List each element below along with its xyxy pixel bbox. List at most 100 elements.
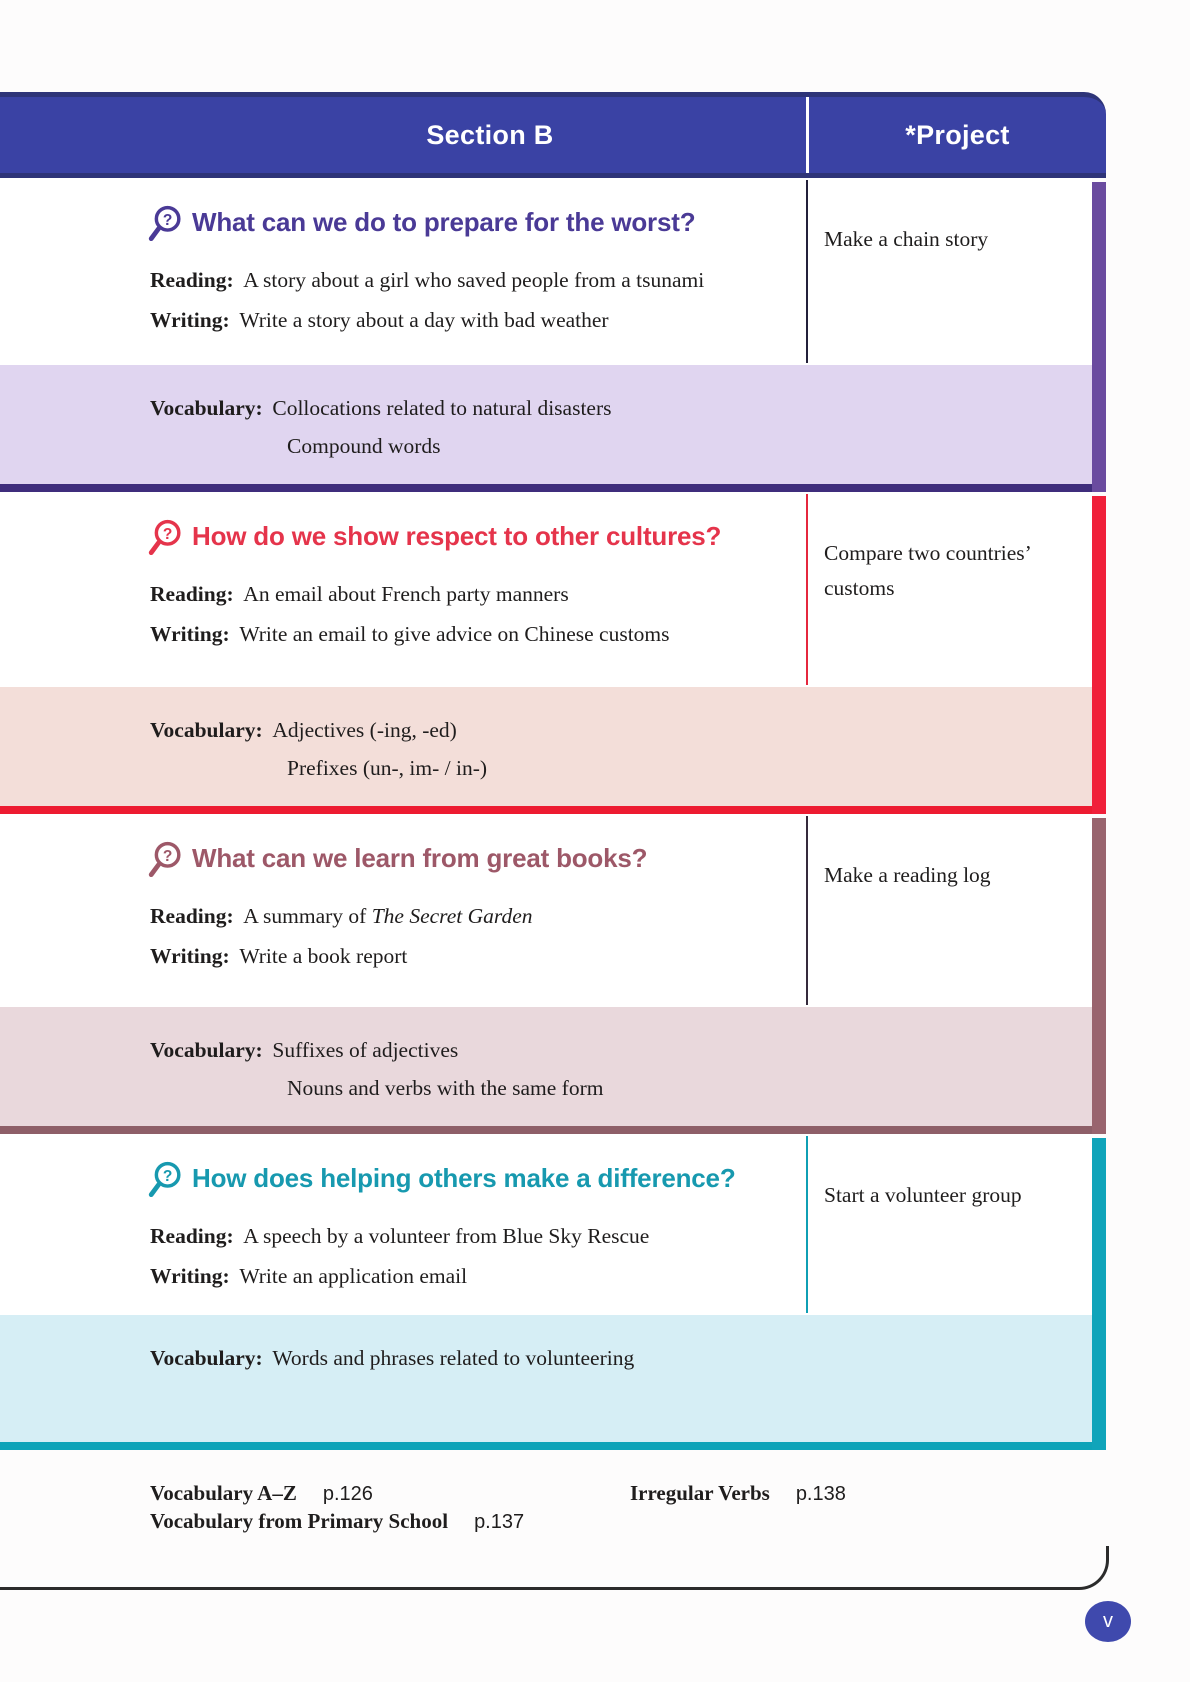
unit-2-main-row: ? How do we show respect to other cultur… — [0, 492, 1092, 687]
unit-1-vocab-line2: Compound words — [287, 434, 441, 458]
unit-3-accent-bar — [1092, 818, 1106, 1134]
writing-label: Writing: — [150, 308, 230, 332]
footer-ref-label: Vocabulary A–Z — [150, 1481, 297, 1505]
unit-3-project-text: Make a reading log — [824, 863, 991, 887]
reading-label: Reading: — [150, 268, 234, 292]
vocabulary-label: Vocabulary: — [150, 396, 263, 420]
unit-2-vocabulary-band: Vocabulary: Adjectives (-ing, -ed) Prefix… — [0, 687, 1092, 806]
unit-4-column-divider — [806, 1136, 808, 1313]
unit-4-main-row: ? How does helping others make a differe… — [0, 1134, 1092, 1315]
unit-4-bottom-border — [0, 1442, 1106, 1450]
footer-ref-page: p.126 — [322, 1483, 373, 1505]
unit-2-reading-line: Reading: An email about French party mann… — [150, 574, 790, 614]
unit-2-column-divider — [806, 494, 808, 685]
unit-4-question-heading: ? How does helping others make a differe… — [146, 1134, 1092, 1200]
unit-3-question-text: What can we learn from great books? — [192, 842, 648, 873]
section-b-header: Section B — [426, 119, 554, 150]
svg-text:?: ? — [163, 1168, 172, 1185]
unit-4-vocabulary-band: Vocabulary: Words and phrases related to … — [0, 1315, 1092, 1442]
unit-3-bottom-border — [0, 1126, 1106, 1134]
unit-row-4: ? How does helping others make a differe… — [0, 1134, 1106, 1450]
table-header-bar: Section B *Project — [0, 92, 1106, 178]
writing-label: Writing: — [150, 944, 230, 968]
unit-1-question-heading: ? What can we do to prepare for the wors… — [146, 178, 1092, 244]
unit-3-column-divider — [806, 816, 808, 1005]
unit-1-writing-text: Write a story about a day with bad weath… — [239, 308, 609, 332]
unit-3-main-row: ? What can we learn from great books? Re… — [0, 814, 1092, 1007]
page-frame-corner — [0, 1546, 1109, 1590]
writing-label: Writing: — [150, 1264, 230, 1288]
unit-1-reading-text: A story about a girl who saved people fr… — [243, 268, 705, 292]
unit-4-vocab-text1: Words and phrases related to volunteerin… — [272, 1346, 635, 1370]
unit-2-reading-text: An email about French party manners — [243, 582, 569, 606]
unit-2-question-text: How do we show respect to other cultures… — [192, 520, 722, 551]
unit-row-1: ? What can we do to prepare for the wors… — [0, 178, 1106, 492]
unit-2-accent-bar — [1092, 496, 1106, 814]
page-number: v — [1103, 1610, 1113, 1632]
unit-3-reading-line: Reading: A summary of The Secret Garden — [150, 896, 790, 936]
unit-1-reading-line: Reading: A story about a girl who saved p… — [150, 260, 790, 300]
unit-3-vocab-line1: Vocabulary: Suffixes of adjectives — [0, 1007, 1092, 1069]
unit-2-question-heading: ? How do we show respect to other cultur… — [146, 492, 1092, 558]
unit-row-3: ? What can we learn from great books? Re… — [0, 814, 1106, 1134]
unit-1-project-text: Make a chain story — [824, 227, 989, 251]
reading-label: Reading: — [150, 582, 234, 606]
unit-3-reading-text: A summary of — [243, 904, 372, 928]
unit-3-writing-line: Writing: Write a book report — [150, 936, 790, 976]
unit-3-question-heading: ? What can we learn from great books? — [146, 814, 1092, 880]
footer-ref-col-2: Irregular Verbs p.138 — [630, 1480, 846, 1508]
unit-row-2: ? How do we show respect to other cultur… — [0, 492, 1106, 814]
unit-3-vocab-line2: Nouns and verbs with the same form — [287, 1076, 604, 1100]
footer-ref-row-2: Vocabulary from Primary School p.137 — [150, 1508, 1090, 1536]
svg-text:?: ? — [163, 526, 172, 543]
unit-2-reading-writing: Reading: An email about French party mann… — [150, 574, 790, 654]
writing-label: Writing: — [150, 622, 230, 646]
unit-4-reading-writing: Reading: A speech by a volunteer from Blu… — [150, 1216, 790, 1296]
unit-1-bottom-border — [0, 484, 1106, 492]
vocabulary-label: Vocabulary: — [150, 1038, 263, 1062]
unit-4-question-text: How does helping others make a differenc… — [192, 1162, 736, 1193]
footer-ref-page: p.138 — [795, 1483, 846, 1505]
unit-2-vocab-line2: Prefixes (un-, im- / in-) — [287, 756, 488, 780]
vocabulary-label: Vocabulary: — [150, 718, 263, 742]
question-magnifier-icon: ? — [148, 205, 181, 242]
unit-4-reading-text: A speech by a volunteer from Blue Sky Re… — [243, 1224, 650, 1248]
footer-ref-page: p.137 — [474, 1511, 525, 1533]
question-magnifier-icon: ? — [148, 519, 181, 556]
unit-1-column-divider — [806, 180, 808, 363]
footer-ref-label: Vocabulary from Primary School — [150, 1509, 449, 1533]
unit-2-writing-line: Writing: Write an email to give advice on… — [150, 614, 790, 654]
unit-3-reading-italic: The Secret Garden — [371, 904, 533, 928]
svg-text:?: ? — [163, 212, 172, 229]
unit-2-project-text: Compare two countries’ customs — [824, 541, 1031, 600]
question-magnifier-icon: ? — [148, 1161, 181, 1198]
unit-1-main-row: ? What can we do to prepare for the wors… — [0, 178, 1092, 365]
unit-3-reading-writing: Reading: A summary of The Secret Garden W… — [150, 896, 790, 976]
footer-ref-label: Irregular Verbs — [630, 1481, 770, 1505]
unit-2-vocab-text1: Adjectives (-ing, -ed) — [272, 718, 457, 742]
unit-1-writing-line: Writing: Write a story about a day with b… — [150, 300, 790, 340]
unit-1-reading-writing: Reading: A story about a girl who saved p… — [150, 260, 790, 340]
footer-references: Vocabulary A–Z p.126 Vocabulary from Prim… — [150, 1480, 1090, 1536]
unit-1-vocab-text1: Collocations related to natural disaster… — [272, 396, 612, 420]
unit-3-writing-text: Write a book report — [239, 944, 408, 968]
unit-2-bottom-border — [0, 806, 1106, 814]
reading-label: Reading: — [150, 904, 234, 928]
unit-3-vocab-text1: Suffixes of adjectives — [272, 1038, 459, 1062]
question-magnifier-icon: ? — [148, 841, 181, 878]
footer-ref-row-1: Vocabulary A–Z p.126 — [150, 1480, 1090, 1508]
unit-1-question-text: What can we do to prepare for the worst? — [192, 206, 696, 237]
unit-1-vocab-line1: Vocabulary: Collocations related to natur… — [0, 365, 1092, 427]
vocabulary-label: Vocabulary: — [150, 1346, 263, 1370]
svg-text:?: ? — [163, 848, 172, 865]
unit-4-vocab-line1: Vocabulary: Words and phrases related to … — [0, 1315, 1092, 1377]
unit-4-project-text: Start a volunteer group — [824, 1183, 1022, 1207]
project-header: *Project — [905, 119, 1010, 150]
unit-2-vocab-line1: Vocabulary: Adjectives (-ing, -ed) — [0, 687, 1092, 749]
reading-label: Reading: — [150, 1224, 234, 1248]
unit-4-writing-line: Writing: Write an application email — [150, 1256, 790, 1296]
unit-4-writing-text: Write an application email — [239, 1264, 468, 1288]
unit-2-writing-text: Write an email to give advice on Chinese… — [239, 622, 670, 646]
page-number-badge: v — [1085, 1601, 1131, 1642]
